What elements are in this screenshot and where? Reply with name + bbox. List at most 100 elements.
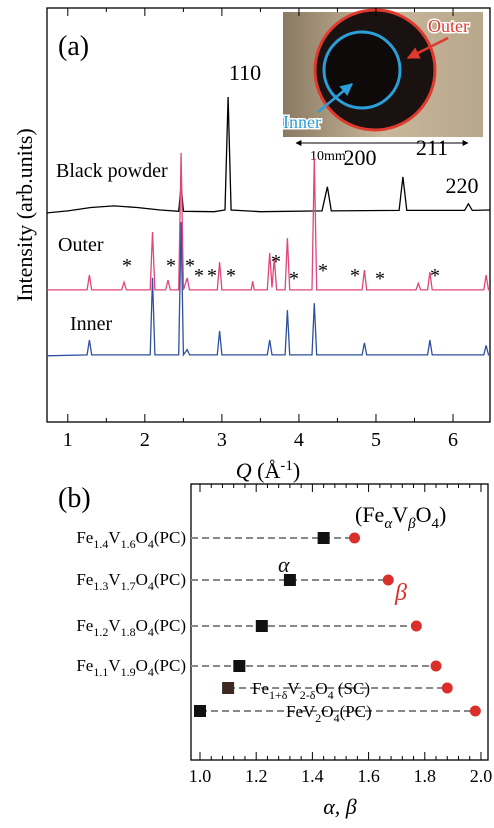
category-label-part: 1.3 [93, 579, 108, 593]
category-label-part: Fe [76, 656, 93, 675]
category-label-part: 4 [328, 688, 334, 702]
scale-label: 10mm [310, 149, 346, 164]
category-label: Fe1.2V1.8O4(PC) [76, 616, 186, 639]
x-tick-label: 2.0 [470, 766, 493, 786]
category-label-part: 1.2 [93, 625, 108, 639]
legend-formula: (FeαVβO4) [355, 502, 446, 532]
x-label-symbol: Q [236, 458, 252, 483]
y-axis-label: Intensity (arb.units) [12, 128, 37, 302]
category-label-part: 1.1 [93, 665, 108, 679]
peak-marker: * [430, 265, 440, 287]
category-label: FeV2O4(PC) [286, 702, 372, 725]
beta-marker [469, 705, 481, 717]
category-label-part: 1.8 [121, 625, 136, 639]
peak-marker: * [271, 251, 281, 273]
category-label-part: V [108, 528, 121, 547]
category-label-part: (PC) [154, 656, 186, 675]
x-tick-label: 1.8 [414, 766, 437, 786]
peak-marker: * [185, 255, 195, 277]
category-label-part: (PC) [154, 616, 186, 635]
x-tick-label: 5 [371, 429, 381, 451]
category-label-part: 1.7 [121, 579, 136, 593]
category-label-part: O [321, 702, 333, 721]
category-label: Fe1.3V1.7O4(PC) [76, 570, 186, 593]
category-label-part: 2-δ [300, 688, 316, 702]
series-line [47, 152, 490, 291]
category-label-part: O [315, 679, 327, 698]
alpha-marker [233, 660, 246, 672]
inset-photo [283, 8, 483, 146]
x-label-close: ) [293, 458, 300, 483]
x-tick-label: 1.0 [189, 766, 212, 786]
category-label-part: 4 [148, 579, 154, 593]
peak-marker: * [226, 265, 236, 287]
category-label-part: FeV [286, 702, 316, 721]
alpha-marker [283, 574, 296, 586]
category-label-part: O [136, 616, 148, 635]
category-label-part: Fe [76, 528, 93, 547]
category-label-part: O [136, 656, 148, 675]
x-tick-label: 6 [448, 429, 458, 451]
x-label-unit: (Å [257, 458, 280, 483]
series-label: Inner [70, 313, 113, 335]
inset-label: Outer [428, 16, 469, 36]
inset-label: Inner [283, 112, 321, 132]
panel-label: (a) [58, 31, 89, 62]
plot-frame [190, 483, 489, 761]
category-label-part: V [108, 616, 121, 635]
beta-marker [410, 620, 422, 632]
alpha-marker [317, 532, 330, 544]
peak-label: 211 [416, 135, 448, 160]
category-label-part: O [136, 528, 148, 547]
category-label-part: 1.9 [121, 665, 136, 679]
category-label-part: (PC) [154, 528, 186, 547]
category-label-part: (PC) [340, 702, 372, 721]
peak-label: 220 [446, 173, 479, 198]
category-label-part: Fe [76, 570, 93, 589]
category-label-part: Fe [252, 679, 269, 698]
category-label: Fe1.4V1.6O4(PC) [76, 528, 186, 551]
series-label: Black powder [56, 160, 168, 182]
category-label-part: V [108, 570, 121, 589]
x-tick-label: 4 [294, 429, 304, 451]
legend-part: 4 [431, 516, 439, 532]
alpha-marker [255, 620, 268, 632]
legend-part: (Fe [355, 502, 384, 527]
category-label-part: 4 [148, 625, 154, 639]
category-label-part: (PC) [154, 570, 186, 589]
series-label: β [394, 580, 407, 606]
peak-marker: * [375, 268, 385, 290]
beta-marker [382, 574, 394, 586]
category-label-part: O [136, 570, 148, 589]
category-label-part: 2 [315, 711, 321, 725]
peak-marker: * [289, 268, 299, 290]
peak-marker: * [122, 255, 132, 277]
series-line [46, 221, 490, 357]
x-tick-label: 2 [140, 429, 150, 451]
category-label-part: 4 [148, 537, 154, 551]
peak-label: 110 [229, 60, 261, 85]
legend-part: α [384, 516, 393, 532]
plot-frame [46, 7, 491, 423]
category-label-part: 1+δ [269, 688, 288, 702]
category-label: Fe1.1V1.9O4(PC) [76, 656, 186, 679]
peak-marker: * [350, 265, 360, 287]
x-label-exp: -1 [280, 458, 293, 474]
peak-marker: * [207, 265, 217, 287]
x-tick-label: 1.2 [245, 766, 268, 786]
series-label: α [278, 552, 290, 577]
x-tick-label: 1.6 [357, 766, 380, 786]
peak-marker: * [194, 265, 204, 287]
category-label: Fe1+δV2-δO4 (SC) [252, 679, 370, 702]
peak-marker: * [166, 255, 176, 277]
beta-marker [430, 660, 442, 672]
x-axis-label: Q (Å-1) [236, 458, 300, 483]
legend-part: O [416, 502, 432, 527]
category-label-part: V [287, 679, 300, 698]
legend-part: ) [439, 502, 446, 527]
x-tick-label: 1 [63, 429, 73, 451]
peak-label: 200 [344, 145, 377, 170]
series-line [46, 96, 491, 214]
